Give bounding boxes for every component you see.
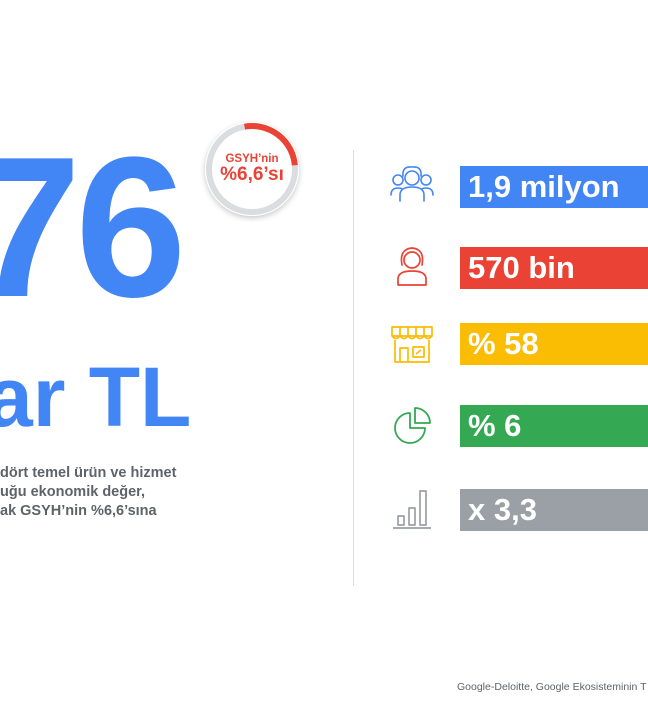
description-line: dört temel ürün ve hizmet <box>0 465 177 481</box>
big-unit: ar TL <box>0 350 192 444</box>
badge-label: GSYH’nin <box>225 153 279 165</box>
stat-bar: 1,9 milyon <box>460 166 648 208</box>
stat-bar: 570 bin <box>460 247 648 289</box>
description-line: ak GSYH’nin %6,6’sına <box>0 503 157 520</box>
big-number: 76 <box>0 116 186 339</box>
people-group-icon <box>390 166 434 202</box>
stat-bar: x 3,3 <box>460 489 648 531</box>
description: dört temel ürün ve hizmet uğu ekonomik d… <box>0 464 340 521</box>
description-line: uğu ekonomik değer, <box>0 484 146 501</box>
vertical-divider <box>353 150 354 586</box>
storefront-icon <box>391 326 433 363</box>
source-footnote: Google-Deloitte, Google Ekosisteminin T <box>457 681 647 693</box>
gdp-share-ring-icon <box>205 122 299 216</box>
stat-bar: % 58 <box>460 323 648 365</box>
stat-bar: % 6 <box>460 405 648 447</box>
badge-value: %6,6’sı <box>220 164 284 186</box>
gdp-share-badge: GSYH’nin %6,6’sı <box>199 116 305 222</box>
pie-chart-icon <box>394 407 431 444</box>
bar-chart-icon <box>393 490 431 529</box>
person-icon <box>397 247 427 286</box>
